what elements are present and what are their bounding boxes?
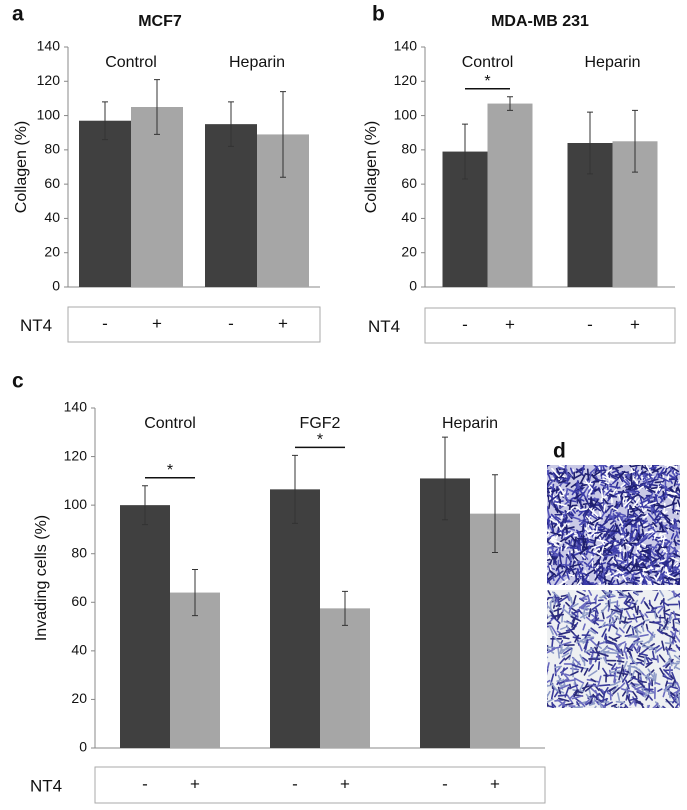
row-value: - <box>442 774 448 793</box>
panel-label: b <box>372 3 385 26</box>
row-value: - <box>292 774 298 793</box>
category-label: Control <box>144 415 196 432</box>
row-label: NT4 <box>30 776 62 795</box>
y-tick-label: 20 <box>71 690 87 706</box>
y-axis-label: Collagen (%) <box>363 121 380 213</box>
y-tick-label: 40 <box>71 642 87 658</box>
micrograph-texture <box>547 590 680 708</box>
y-tick-label: 60 <box>71 593 87 609</box>
row-value: + <box>278 314 288 333</box>
error-bar <box>632 109 638 173</box>
error-bar <box>102 101 108 141</box>
y-tick-label: 80 <box>401 141 417 157</box>
y-tick-label: 60 <box>44 175 60 191</box>
y-tick-label: 120 <box>394 72 418 88</box>
row-value: - <box>462 315 468 334</box>
y-tick-label: 120 <box>64 447 88 463</box>
category-label: FGF2 <box>300 415 341 432</box>
bar <box>420 478 470 748</box>
y-tick-label: 0 <box>52 278 60 294</box>
error-bar <box>462 123 468 180</box>
y-tick-label: 100 <box>394 106 418 122</box>
error-bar <box>507 96 513 111</box>
panel-label: a <box>12 3 24 26</box>
y-tick-label: 20 <box>401 243 417 259</box>
row-box <box>424 307 676 344</box>
y-tick-label: 140 <box>64 399 88 415</box>
bar <box>79 120 131 287</box>
row-label: NT4 <box>368 317 400 336</box>
y-tick-label: 100 <box>64 496 88 512</box>
row-value: + <box>190 774 200 793</box>
error-bar <box>142 485 148 526</box>
y-tick-label: 100 <box>37 106 61 122</box>
error-bar <box>192 569 198 617</box>
y-axis-label: Collagen (%) <box>13 121 30 213</box>
significance-label: * <box>317 432 323 449</box>
error-bar <box>228 101 234 147</box>
category-label: Heparin <box>442 415 498 432</box>
y-tick-label: 120 <box>37 72 61 88</box>
bar <box>120 505 170 748</box>
category-label: Control <box>105 54 157 71</box>
row-box <box>94 766 546 804</box>
bar <box>270 489 320 748</box>
y-tick-label: 80 <box>71 544 87 560</box>
panel-label: c <box>12 370 24 393</box>
error-bar <box>587 111 593 175</box>
row-box <box>67 306 321 343</box>
y-tick-label: 0 <box>79 739 87 755</box>
y-tick-label: 140 <box>394 38 418 54</box>
y-tick-label: 140 <box>37 38 61 54</box>
category-label: Heparin <box>584 54 640 71</box>
y-tick-label: 60 <box>401 175 417 191</box>
error-bar <box>492 474 498 553</box>
row-value: + <box>630 315 640 334</box>
row-label: NT4 <box>20 316 52 335</box>
bar <box>170 592 220 748</box>
significance-label: * <box>167 462 173 479</box>
error-bar <box>292 454 298 524</box>
row-value: - <box>142 774 148 793</box>
y-tick-label: 80 <box>44 141 60 157</box>
panel-label: d <box>553 440 566 463</box>
row-value: - <box>102 314 108 333</box>
error-bar <box>280 91 286 178</box>
chart-title: MCF7 <box>138 13 182 30</box>
row-value: + <box>152 314 162 333</box>
error-bar <box>154 79 160 135</box>
category-label: Control <box>462 54 514 71</box>
row-value: + <box>340 774 350 793</box>
row-value: + <box>490 774 500 793</box>
error-bar <box>442 436 448 521</box>
significance-label: * <box>484 73 490 90</box>
y-axis-label: Invading cells (%) <box>33 515 50 641</box>
y-tick-label: 0 <box>409 278 417 294</box>
row-value: - <box>228 314 234 333</box>
bar <box>131 107 183 287</box>
bar <box>487 103 533 287</box>
chart-title: MDA-MB 231 <box>491 13 589 30</box>
micrograph-texture <box>547 465 680 585</box>
row-value: - <box>587 315 593 334</box>
bar <box>320 608 370 748</box>
error-bar <box>342 590 348 626</box>
y-tick-label: 40 <box>44 209 60 225</box>
y-tick-label: 40 <box>401 209 417 225</box>
y-tick-label: 20 <box>44 243 60 259</box>
bar <box>205 124 257 288</box>
category-label: Heparin <box>229 54 285 71</box>
row-value: + <box>505 315 515 334</box>
